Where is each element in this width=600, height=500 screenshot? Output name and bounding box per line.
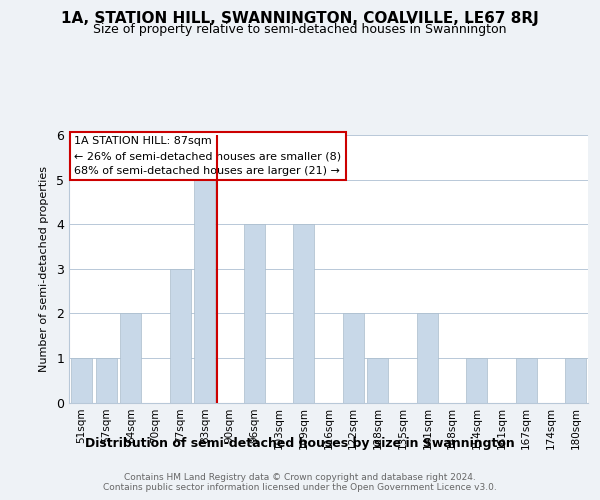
- Text: 1A, STATION HILL, SWANNINGTON, COALVILLE, LE67 8RJ: 1A, STATION HILL, SWANNINGTON, COALVILLE…: [61, 11, 539, 26]
- Bar: [293, 224, 314, 402]
- Bar: [466, 358, 487, 403]
- Bar: [417, 314, 438, 402]
- Bar: [516, 358, 537, 403]
- Text: Contains HM Land Registry data © Crown copyright and database right 2024.: Contains HM Land Registry data © Crown c…: [124, 472, 476, 482]
- Text: Size of property relative to semi-detached houses in Swannington: Size of property relative to semi-detach…: [93, 22, 507, 36]
- Bar: [170, 269, 191, 402]
- Bar: [565, 358, 586, 403]
- Text: Distribution of semi-detached houses by size in Swannington: Distribution of semi-detached houses by …: [85, 438, 515, 450]
- Text: Contains public sector information licensed under the Open Government Licence v3: Contains public sector information licen…: [103, 482, 497, 492]
- Text: 1A STATION HILL: 87sqm
← 26% of semi-detached houses are smaller (8)
68% of semi: 1A STATION HILL: 87sqm ← 26% of semi-det…: [74, 136, 341, 176]
- Bar: [194, 180, 215, 402]
- Y-axis label: Number of semi-detached properties: Number of semi-detached properties: [39, 166, 49, 372]
- Bar: [120, 314, 141, 402]
- Bar: [95, 358, 116, 403]
- Bar: [244, 224, 265, 402]
- Bar: [71, 358, 92, 403]
- Bar: [343, 314, 364, 402]
- Bar: [367, 358, 388, 403]
